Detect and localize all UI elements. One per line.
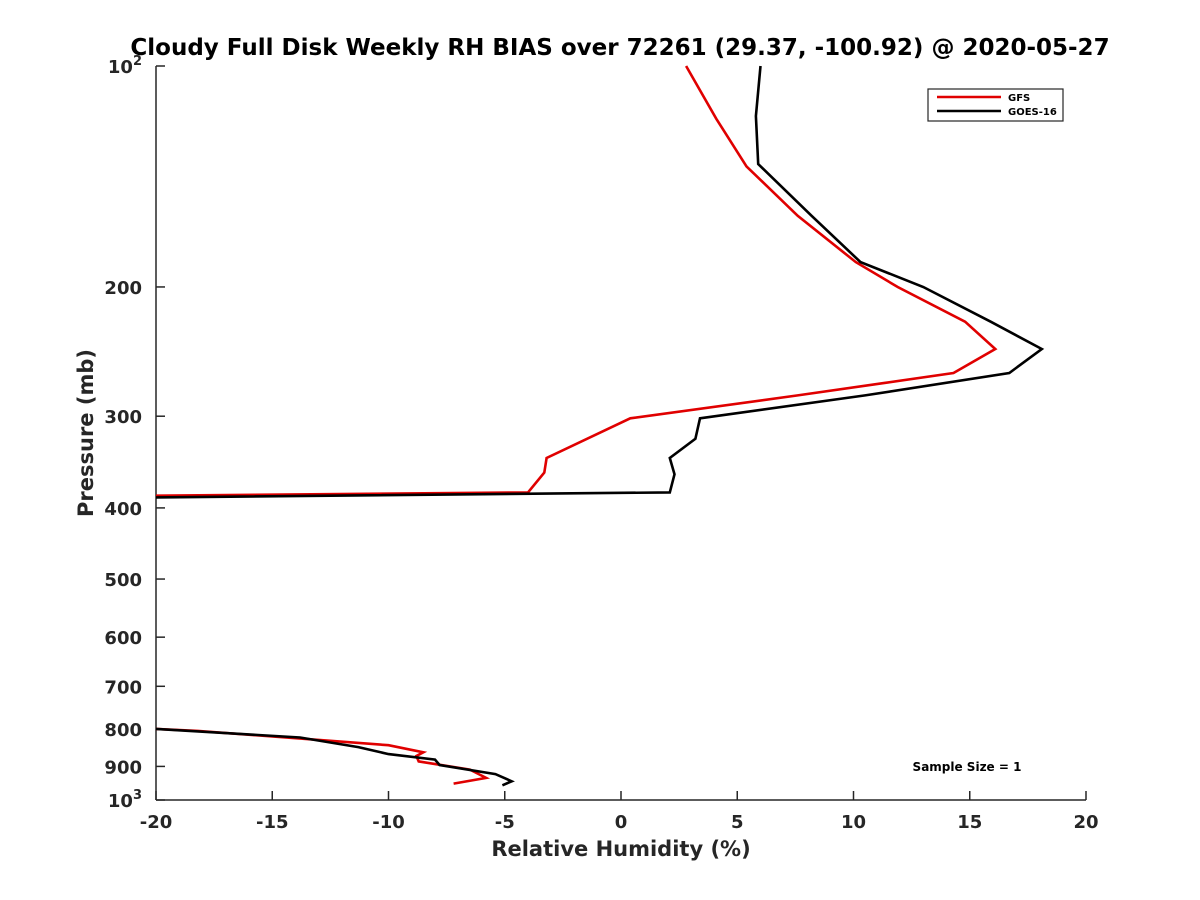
y-tick-label: 700 bbox=[104, 677, 142, 698]
x-tick-label: 10 bbox=[841, 812, 866, 833]
y-axis-ticks: 102 200 300 400 500 600 700 800 900 103 bbox=[104, 54, 165, 812]
y-tick-label: 900 bbox=[104, 757, 142, 778]
x-tick-label: -10 bbox=[372, 812, 405, 833]
x-tick-label: -20 bbox=[140, 812, 173, 833]
series-line-gfs bbox=[155, 65, 998, 497]
x-axis-ticks: -20 -15 -10 -5 0 5 10 15 20 bbox=[140, 791, 1099, 833]
x-axis-label: Relative Humidity (%) bbox=[491, 837, 750, 861]
series-line-goes-16 bbox=[155, 727, 515, 787]
series-line-gfs bbox=[155, 727, 491, 785]
x-tick-label: 0 bbox=[615, 812, 628, 833]
sample-size-annotation: Sample Size = 1 bbox=[913, 760, 1022, 774]
x-tick-label: 5 bbox=[731, 812, 744, 833]
y-axis-label: Pressure (mb) bbox=[74, 349, 98, 517]
x-tick-label: -15 bbox=[256, 812, 289, 833]
y-tick-label: 400 bbox=[104, 499, 142, 520]
legend: GFS GOES-16 bbox=[927, 88, 1064, 122]
series-layer bbox=[155, 65, 1045, 787]
y-tick-label: 800 bbox=[104, 720, 142, 741]
x-tick-label: 20 bbox=[1073, 812, 1098, 833]
y-tick-label: 600 bbox=[104, 628, 142, 649]
legend-label: GFS bbox=[1008, 93, 1030, 104]
plot-area bbox=[155, 66, 1086, 801]
y-tick-label: 103 bbox=[108, 788, 142, 812]
y-tick-label: 102 bbox=[108, 54, 142, 78]
y-tick-label: 300 bbox=[104, 407, 142, 428]
chart-title: Cloudy Full Disk Weekly RH BIAS over 722… bbox=[130, 35, 1109, 61]
y-tick-label: 200 bbox=[104, 278, 142, 299]
legend-box bbox=[927, 88, 1064, 122]
x-tick-label: -5 bbox=[495, 812, 515, 833]
x-tick-label: 15 bbox=[957, 812, 982, 833]
series-line-goes-16 bbox=[155, 65, 1045, 499]
legend-label: GOES-16 bbox=[1008, 107, 1057, 118]
y-tick-label: 500 bbox=[104, 570, 142, 591]
